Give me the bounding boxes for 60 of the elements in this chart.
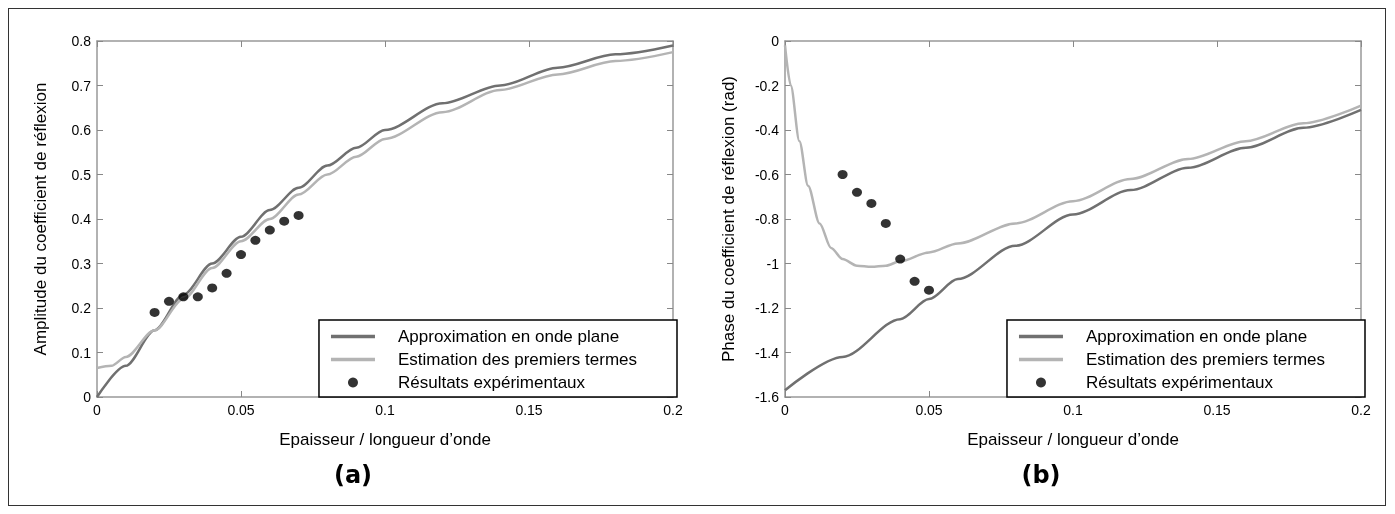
x-tick-label: 0 — [93, 402, 102, 418]
y-tick-label: -0.2 — [754, 77, 780, 94]
point — [250, 235, 261, 245]
y-tick-label: -1 — [766, 255, 780, 272]
point — [178, 292, 189, 302]
x-tick-label: 0.15 — [515, 402, 543, 418]
x-axis-title: Epaisseur / longueur d’onde — [967, 430, 1179, 449]
point — [164, 296, 174, 306]
x-tick-label: 0.05 — [915, 402, 943, 418]
x-tick-label: 0.1 — [375, 402, 395, 418]
point — [149, 307, 160, 317]
legend-label: Estimation des premiers termes — [1085, 350, 1326, 369]
point — [279, 216, 290, 226]
line-series — [783, 44, 1363, 269]
text: (a) — [333, 461, 373, 489]
point — [895, 254, 906, 264]
y-tick-label: -1.4 — [754, 344, 780, 361]
point — [236, 250, 246, 260]
legend-label: Résultats expérimentaux — [1085, 373, 1274, 392]
point — [207, 283, 218, 293]
y-tick-label: 0.2 — [71, 300, 92, 316]
point — [880, 218, 891, 228]
point — [909, 276, 920, 286]
point — [221, 268, 232, 278]
y-tick-label: -1.6 — [754, 389, 780, 405]
y-tick-label: 0 — [83, 389, 92, 405]
x-tick-label: 0.2 — [663, 402, 683, 418]
legend-label: Résultats expérimentaux — [397, 373, 586, 392]
y-tick-label: 0 — [771, 33, 780, 49]
y-tick-label: 0.5 — [71, 166, 92, 183]
legend-label: Approximation en onde plane — [1085, 327, 1308, 346]
x-tick-label: 0 — [781, 402, 790, 418]
y-tick-label: -0.8 — [754, 211, 780, 227]
x-tick-label: 0.2 — [1351, 402, 1371, 418]
line-series — [783, 108, 1363, 392]
text: (b) — [1021, 461, 1061, 489]
y-tick-label: -0.6 — [754, 166, 780, 183]
x-tick-label: 0.1 — [1063, 402, 1083, 418]
point — [866, 198, 877, 208]
y-tick-label: 0.8 — [71, 33, 92, 49]
y-tick-label: 0.3 — [71, 255, 92, 272]
legend-label: Approximation en onde plane — [397, 327, 620, 346]
point — [852, 187, 862, 197]
y-tick-label: 0.6 — [71, 122, 92, 138]
y-tick-label: 0.1 — [71, 344, 92, 361]
y-tick-label: -1.2 — [754, 300, 780, 316]
y-tick-label: 0.7 — [71, 77, 92, 94]
point — [293, 210, 304, 220]
y-tick-label: 0.4 — [71, 211, 92, 227]
point — [837, 170, 848, 179]
point — [924, 285, 934, 295]
x-axis-title: Epaisseur / longueur d’onde — [279, 430, 491, 449]
y-axis-title: Phase du coefficient de réflexion (rad) — [719, 75, 738, 363]
x-tick-label: 0.15 — [1203, 402, 1231, 418]
y-axis-title: Amplitude du coefficient de réflexion — [31, 82, 50, 356]
point — [192, 292, 203, 302]
legend-label: Estimation des premiers termes — [397, 350, 638, 369]
y-tick-label: -0.4 — [754, 122, 780, 138]
x-tick-label: 0.05 — [227, 402, 255, 418]
point — [264, 225, 275, 235]
